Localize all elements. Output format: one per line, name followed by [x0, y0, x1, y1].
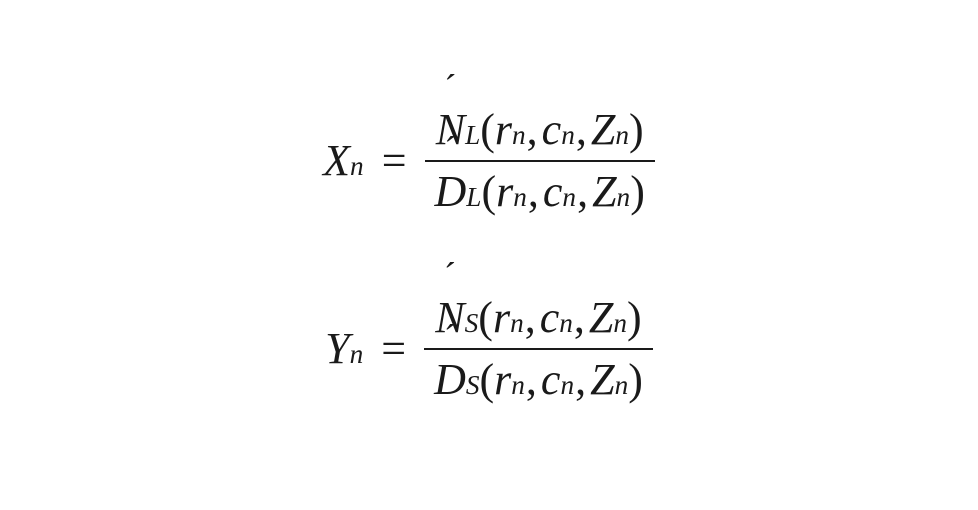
- eq1-den-func: ´ D: [435, 170, 467, 214]
- arg-sub: n: [615, 372, 629, 399]
- eq2-den-func: ´ D: [434, 358, 466, 402]
- eq2-lhs-sub: n: [350, 341, 364, 368]
- eq2-denominator: ´ D S ( rn, cn, Zn ): [424, 352, 653, 408]
- arg-var: c: [541, 358, 561, 402]
- open-paren: (: [480, 108, 495, 152]
- arg-var: Z: [591, 108, 615, 152]
- arg-sub: n: [562, 184, 576, 211]
- equation-page: Xn = ´ N L ( rn, cn, Zn ) ´ D L (: [0, 0, 978, 510]
- eq2-lhs-var: Y: [325, 327, 349, 371]
- eq1-lhs-var: X: [323, 139, 350, 183]
- eq2-den-funcsub: S: [466, 372, 480, 399]
- open-paren: (: [481, 170, 496, 214]
- arg-var: r: [493, 296, 510, 340]
- arg-var: c: [540, 296, 560, 340]
- arg-sub: n: [510, 310, 524, 337]
- eq1-lhs: Xn: [323, 139, 364, 183]
- arg-sub: n: [617, 184, 631, 211]
- arg-sub: n: [561, 122, 575, 149]
- comma: ,: [527, 108, 538, 152]
- eq1-den-letter: D: [435, 167, 467, 216]
- eq1-num-funcsub: L: [465, 122, 480, 149]
- close-paren: ): [628, 358, 643, 402]
- arg-var: Z: [589, 296, 613, 340]
- equation-2: Yn = ´ N S ( rn, cn, Zn ) ´ D S (: [325, 290, 653, 408]
- eq2-den-letter: D: [434, 355, 466, 404]
- eq1-numerator: ´ N L ( rn, cn, Zn ): [426, 102, 654, 158]
- eq1-equals: =: [382, 139, 407, 183]
- eq2-equals: =: [381, 327, 406, 371]
- close-paren: ): [630, 170, 645, 214]
- eq1-den-funcsub: L: [466, 184, 481, 211]
- comma: ,: [525, 296, 536, 340]
- eq2-num-funcsub: S: [465, 310, 479, 337]
- arg-sub: n: [615, 122, 629, 149]
- comma: ,: [576, 108, 587, 152]
- comma: ,: [528, 170, 539, 214]
- eq2-lhs: Yn: [325, 327, 363, 371]
- arg-sub: n: [512, 122, 526, 149]
- equation-1: Xn = ´ N L ( rn, cn, Zn ) ´ D L (: [323, 102, 655, 220]
- arg-var: c: [542, 108, 562, 152]
- arg-sub: n: [513, 184, 527, 211]
- eq1-lhs-sub: n: [350, 153, 364, 180]
- comma: ,: [575, 358, 586, 402]
- arg-var: Z: [592, 170, 616, 214]
- comma: ,: [526, 358, 537, 402]
- eq1-fraction: ´ N L ( rn, cn, Zn ) ´ D L ( rn, cn, Zn …: [425, 102, 655, 220]
- arg-var: r: [494, 358, 511, 402]
- arg-sub: n: [613, 310, 627, 337]
- arg-var: r: [495, 108, 512, 152]
- fraction-bar: [425, 160, 655, 162]
- open-paren: (: [480, 358, 495, 402]
- arg-sub: n: [511, 372, 525, 399]
- close-paren: ): [629, 108, 644, 152]
- arg-sub: n: [560, 372, 574, 399]
- comma: ,: [574, 296, 585, 340]
- eq2-fraction: ´ N S ( rn, cn, Zn ) ´ D S ( rn, cn, Zn …: [424, 290, 653, 408]
- arg-sub: n: [559, 310, 573, 337]
- arg-var: Z: [590, 358, 614, 402]
- close-paren: ): [627, 296, 642, 340]
- open-paren: (: [478, 296, 493, 340]
- eq1-denominator: ´ D L ( rn, cn, Zn ): [425, 164, 655, 220]
- fraction-bar: [424, 348, 653, 350]
- eq2-numerator: ´ N S ( rn, cn, Zn ): [425, 290, 651, 346]
- comma: ,: [577, 170, 588, 214]
- arg-var: r: [496, 170, 513, 214]
- arg-var: c: [543, 170, 563, 214]
